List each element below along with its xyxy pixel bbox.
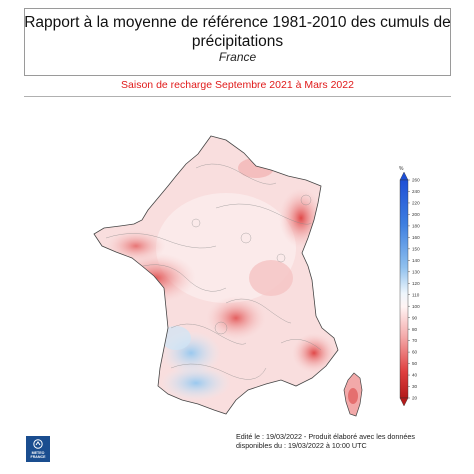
season-label: Saison de recharge Septembre 2021 à Mars…	[121, 79, 354, 91]
legend-tick-label: 30	[412, 384, 418, 389]
legend-tick-label: 100	[412, 304, 420, 309]
france-precipitation-map	[93, 135, 363, 417]
legend-tick-label: 110	[412, 292, 420, 297]
footer-note: Edité le : 19/03/2022 - Produit élaboré …	[236, 432, 456, 450]
legend-unit: %	[399, 166, 404, 172]
legend-tick-label: 60	[412, 350, 418, 355]
legend-tick-label: 240	[412, 189, 420, 194]
legend-tick-label: 130	[412, 269, 420, 274]
legend-tick-label: 20	[412, 396, 418, 401]
meteo-france-logo-icon	[33, 439, 43, 449]
legend-tick-label: 80	[412, 327, 418, 332]
legend-tick-label: 220	[412, 201, 420, 206]
legend-tick-label: 90	[412, 315, 418, 320]
legend-tick-label: 160	[412, 235, 420, 240]
legend-tick-label: 40	[412, 373, 418, 378]
legend-tick-label: 180	[412, 223, 420, 228]
footer-line2: disponibles du : 19/03/2022 à 10:00 UTC	[236, 441, 367, 450]
map-title: Rapport à la moyenne de référence 1981-2…	[24, 14, 451, 50]
legend-tick-label: 120	[412, 281, 420, 286]
legend-tick-label: 70	[412, 338, 418, 343]
legend-tick-label: 140	[412, 258, 420, 263]
legend-tick-label: 150	[412, 246, 420, 251]
separator-line	[24, 96, 451, 97]
legend-tick-label: 200	[412, 212, 420, 217]
meteo-france-logo: METEO FRANCE	[26, 436, 50, 462]
footer-line1: Edité le : 19/03/2022 - Produit élaboré …	[236, 432, 416, 441]
header-frame	[24, 8, 451, 76]
logo-line1: METEO	[31, 451, 45, 455]
color-legend: 260 240 220 200 180 160 150 140 130 120 110 100 90 80…	[399, 172, 420, 407]
legend-tick-label: 50	[412, 361, 418, 366]
legend-tick-label: 260	[412, 178, 420, 183]
map-subtitle: France	[218, 50, 257, 64]
logo-line2: FRANCE	[30, 455, 46, 460]
